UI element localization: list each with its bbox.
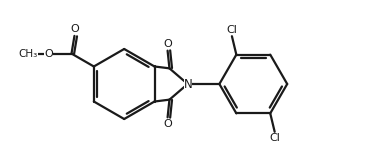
Text: O: O [163, 39, 172, 49]
Text: N: N [184, 77, 192, 91]
Text: O: O [70, 24, 79, 34]
Text: O: O [44, 49, 53, 59]
Text: Cl: Cl [226, 25, 237, 35]
Text: O: O [163, 119, 172, 129]
Text: CH₃: CH₃ [18, 49, 38, 59]
Text: Cl: Cl [269, 133, 280, 143]
